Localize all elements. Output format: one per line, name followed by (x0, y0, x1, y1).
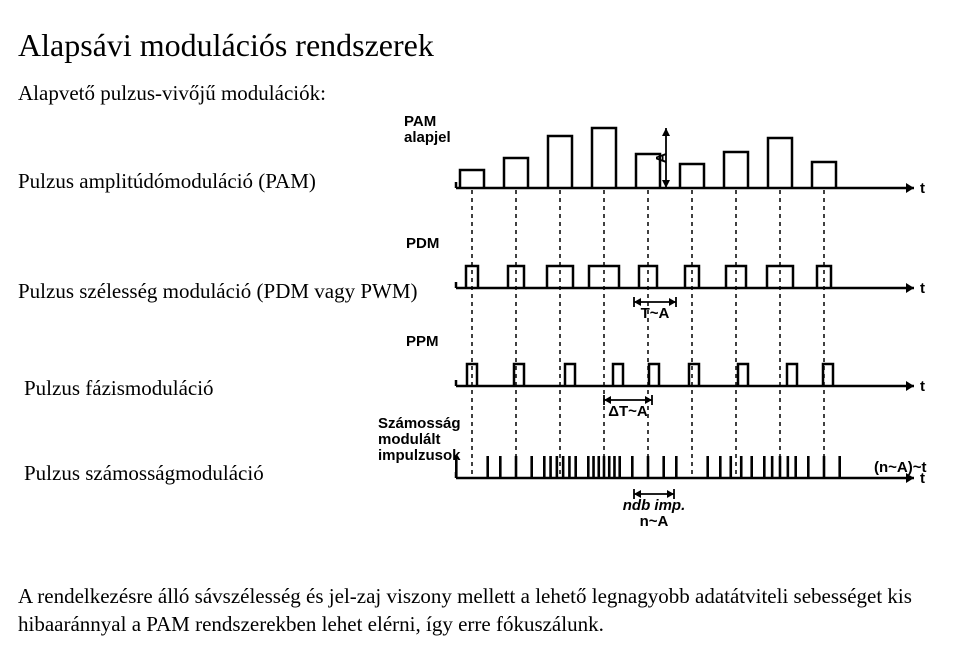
svg-text:(n~A)~t: (n~A)~t (874, 459, 927, 476)
svg-text:alapjel: alapjel (404, 129, 451, 146)
timing-diagram-figure: PAMalapjel t A PDM t T~A PPM t ΔT~A Számosságmodu… (374, 108, 934, 538)
page: Alapsávi modulációs rendszerek Alapvető … (0, 0, 960, 656)
paragraph-pdm: Pulzus szélesség moduláció (PDM vagy PWM… (18, 278, 418, 305)
page-title: Alapsávi modulációs rendszerek (18, 27, 434, 64)
svg-text:A: A (653, 152, 670, 163)
svg-text:PDM: PDM (406, 235, 439, 252)
svg-text:impulzusok: impulzusok (378, 447, 461, 464)
svg-text:T~A: T~A (641, 305, 670, 322)
paragraph-pam: Pulzus amplitúdómoduláció (PAM) (18, 168, 316, 195)
timing-diagram-svg: PAMalapjel t A PDM t T~A PPM t ΔT~A Számosságmodu… (374, 108, 934, 538)
svg-text:modulált: modulált (378, 431, 441, 448)
svg-text:Számosság: Számosság (378, 415, 461, 432)
paragraph-count: Pulzus számosságmoduláció (24, 460, 264, 487)
svg-text:PAM: PAM (404, 113, 436, 130)
svg-text:n~A: n~A (640, 513, 669, 530)
svg-text:PPM: PPM (406, 333, 439, 350)
footer-paragraph: A rendelkezésre álló sávszélesség és jel… (18, 582, 938, 639)
paragraph-intro: Alapvető pulzus-vivőjű modulációk: (18, 80, 326, 107)
svg-text:t: t (920, 180, 925, 197)
svg-text:t: t (920, 280, 925, 297)
svg-text:ndb imp.: ndb imp. (623, 497, 686, 514)
svg-text:ΔT~A: ΔT~A (608, 403, 648, 420)
svg-text:t: t (920, 378, 925, 395)
paragraph-ppm: Pulzus fázismoduláció (24, 375, 214, 402)
